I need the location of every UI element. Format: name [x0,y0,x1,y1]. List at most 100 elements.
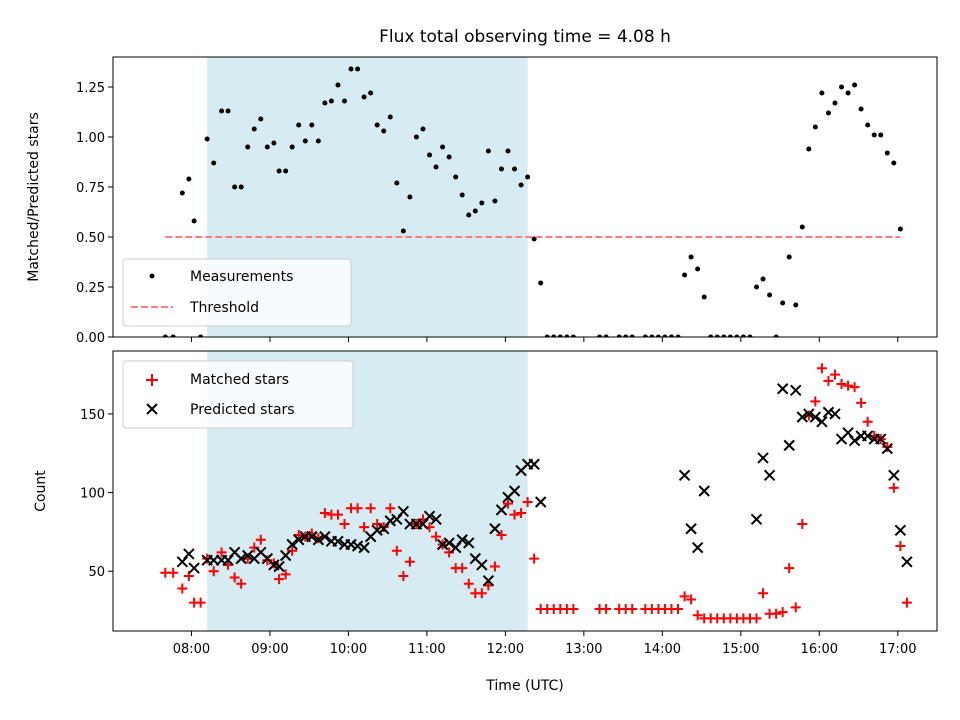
measurements-point [891,160,897,166]
predicted-stars-point [443,537,455,549]
bottom-x-axis: 08:00 09:00 10:00 11:00 12:00 13:00 14:00 15:00… [173,631,916,657]
matched-stars-point [365,503,376,514]
predicted-stars-point [901,556,913,568]
matched-stars-point [784,563,795,574]
predicted-stars-point [685,523,697,535]
predicted-stars-point [371,524,383,537]
top-x-ticks [190,337,899,342]
measurements-point [381,128,387,134]
x-tick-label: 16:00 [801,642,838,657]
predicted-stars-point [423,510,436,522]
matched-stars-point [313,533,324,544]
matched-stars-point [836,379,847,390]
matched-stars-point [686,594,697,605]
matched-stars-point [195,597,206,608]
predicted-stars-point [436,538,449,551]
predicted-stars-point [691,541,704,554]
measurements-point [878,132,884,138]
measurements-point [538,280,544,286]
predicted-stars-point [829,408,841,420]
measurements-point [819,90,825,96]
y-tick-label: 1.00 [76,131,105,146]
measurements-point [642,334,648,337]
matched-stars-point [816,363,827,374]
y-tick-label: 1.25 [76,81,105,96]
measurements-point [427,152,433,158]
measurements-point [734,334,740,337]
x-tick-label: 08:00 [173,642,210,657]
measurements-point [433,164,439,170]
measurements-point [714,334,720,337]
measurements-point [701,294,707,300]
measurements-point [374,122,380,128]
measurements-point [760,276,766,282]
measurements-point [479,200,485,206]
measurements-point [603,334,609,337]
measurements-point [662,334,668,337]
predicted-stars-point [750,513,763,526]
measurements-point [394,180,400,186]
x-tick-label: 13:00 [565,642,602,657]
measurements-point [413,134,419,140]
predicted-stars-point [188,562,200,574]
measurements-point [812,124,818,130]
matched-stars-point [177,583,188,594]
measurements-point [551,334,557,337]
matched-stars-point [404,556,415,567]
predicted-stars-point [534,496,547,508]
predicted-stars-point [495,504,508,516]
matched-stars-point [601,603,612,614]
measurements-legend-marker [149,273,155,279]
x-tick-label: 12:00 [487,642,524,657]
matched-stars-point [679,591,690,602]
measurements-point [232,184,238,190]
measurements-point [767,292,773,298]
matched-stars-point [516,508,527,519]
predicted-stars-point [345,538,357,551]
measurements-point [271,140,277,146]
measurements-point [498,166,504,172]
predicted-stars-point [183,548,195,560]
measurements-point [472,208,478,214]
matched-stars-point [529,553,540,564]
predicted-stars-point [822,406,835,419]
measurements-point [368,90,374,96]
predicted-stars-point [803,408,815,420]
matched-stars-point [249,542,260,553]
measurements-point [420,126,426,132]
measurements-point [283,168,289,174]
bottom-legend: Matched stars Predicted stars [122,360,354,429]
measurements-point [668,334,674,337]
measurements-point [387,114,393,120]
measurements-point [309,122,315,128]
measurements-point [198,334,204,337]
x-axis-label: Time (UTC) [485,678,563,694]
predicted-stars-point [384,515,396,527]
matched-stars-point [208,566,219,577]
measurements-point [289,144,295,150]
measurements-point [446,154,452,160]
top-legend: Measurements Threshold [122,258,352,327]
matched-stars-point [888,482,899,493]
measurements-point [485,148,491,154]
bottom-plot-marks [160,363,913,624]
measurements-point [897,226,903,232]
measurements-point [845,90,851,96]
measurements-point [708,334,714,337]
matched-stars-point [476,588,487,599]
measurements-point [839,84,845,90]
predicted-stars-point [757,452,769,464]
measurements-point [616,334,622,337]
measurements-point [695,266,701,272]
matched-stars-point [856,397,867,408]
y-tick-label: 150 [80,408,105,423]
x-tick-label: 14:00 [644,642,681,657]
measurements-point [806,146,812,152]
predicted-stars-point [489,523,501,535]
measurements-point [459,192,465,198]
top-y-axis: 0.00 0.25 0.50 0.75 1.00 1.25 [76,81,113,346]
measurements-point [251,126,257,132]
measurements-point [852,82,858,88]
matched-stars-point [489,561,500,572]
measurements-point [361,94,367,100]
